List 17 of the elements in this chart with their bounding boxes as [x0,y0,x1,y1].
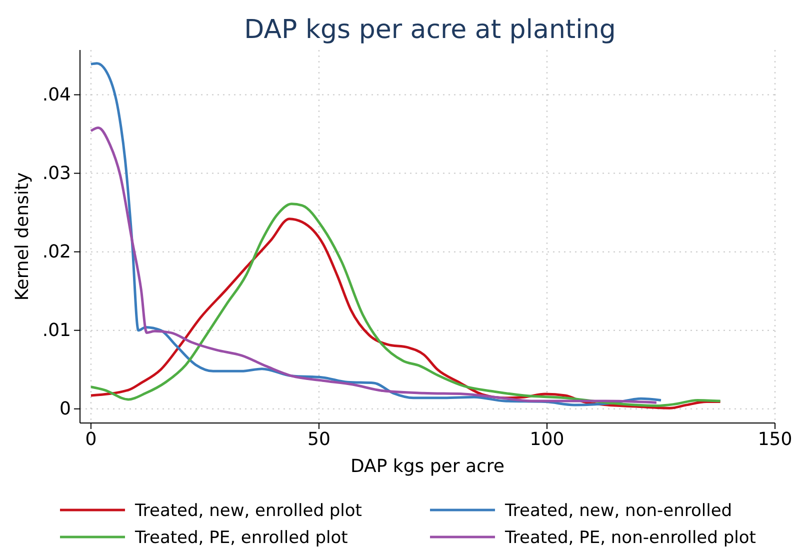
chart-title: DAP kgs per acre at planting [244,15,616,45]
legend-label: Treated, PE, enrolled plot [134,528,348,548]
x-tick-label: 0 [85,428,97,450]
x-axis-title: DAP kgs per acre [350,456,505,477]
y-tick-label: .01 [42,320,71,342]
x-tick-label: 50 [308,428,330,450]
legend-label: Treated, new, enrolled plot [134,501,362,521]
line-series [90,126,658,404]
y-tick-label: .04 [42,84,71,106]
y-tick-label: .03 [42,163,71,184]
x-tick-label: 150 [758,428,792,450]
x-tick-label: 100 [530,428,564,450]
y-tick-label: 0 [60,398,71,420]
legend-label: Treated, new, non-enrolled [504,501,732,521]
legend-label: Treated, PE, non-enrolled plot [504,528,756,548]
y-tick-label: .02 [42,242,71,263]
y-axis-title: Kernel density [12,172,33,301]
